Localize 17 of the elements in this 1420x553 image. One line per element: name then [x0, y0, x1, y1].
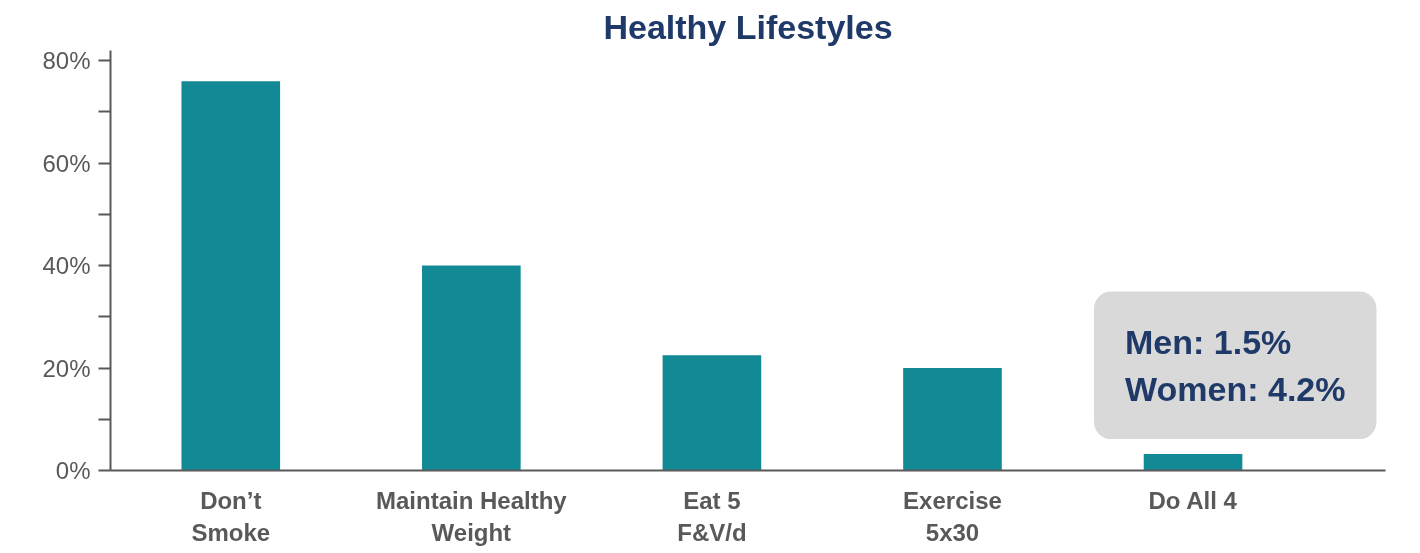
bar: [662, 355, 762, 471]
bar: [1143, 454, 1243, 471]
x-tick-label: Eat 5 F&V/d: [677, 486, 747, 546]
x-tick-label: Exercise 5x30: [903, 486, 1002, 546]
x-tick-label: Do All 4: [1148, 486, 1238, 514]
chart-title: Healthy Lifestyles: [603, 7, 893, 46]
bar: [903, 368, 1002, 471]
y-tick-label: 20%: [42, 354, 91, 382]
y-tick-label: 0%: [55, 457, 91, 484]
annotation: Men: 1.5% Women: 4.2%: [1125, 322, 1346, 409]
y-tick-label: 40%: [42, 252, 91, 280]
bar: [422, 265, 521, 471]
x-tick-label: Maintain Healthy Weight: [376, 486, 568, 546]
y-tick-label: 80%: [42, 47, 91, 75]
x-tick-label: Don’t Smoke: [191, 486, 271, 546]
y-tick-label: 60%: [42, 149, 91, 177]
bar: [181, 81, 281, 471]
